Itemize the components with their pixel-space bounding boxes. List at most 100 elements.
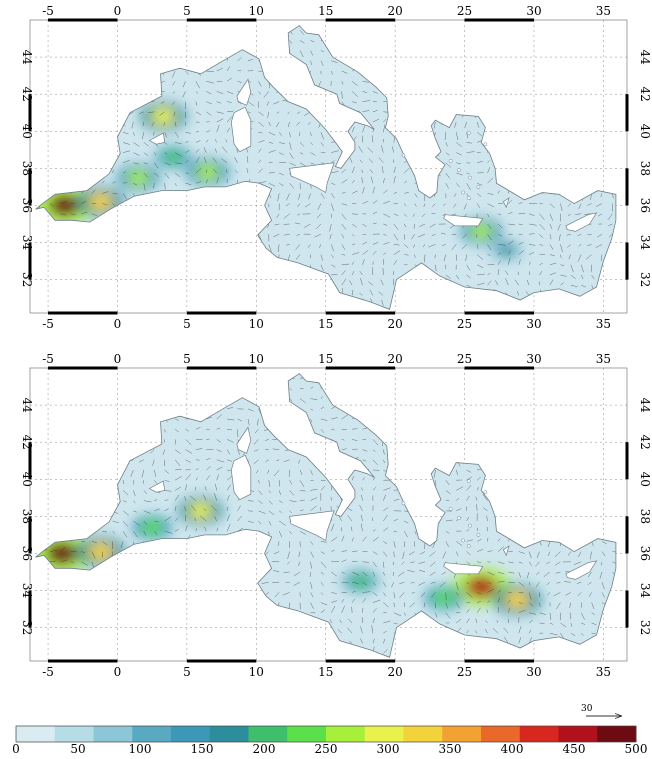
current-arrow: [119, 592, 123, 595]
current-arrow: [132, 81, 134, 85]
current-arrow: [150, 244, 154, 245]
current-arrow: [81, 382, 85, 389]
current-arrow: [425, 643, 428, 648]
current-arrow: [550, 654, 555, 659]
current-arrow: [113, 234, 114, 240]
current-arrow: [546, 450, 550, 452]
current-arrow: [507, 302, 508, 306]
current-arrow: [68, 376, 71, 378]
lon-tick-label-bottom: 25: [457, 317, 472, 331]
current-arrow: [175, 385, 176, 388]
current-arrow: [120, 429, 124, 431]
current-arrow: [173, 244, 175, 249]
current-arrow: [50, 428, 53, 429]
current-arrow: [318, 91, 321, 96]
current-arrow: [612, 611, 616, 613]
current-arrow: [40, 611, 43, 613]
current-arrow: [425, 511, 431, 516]
current-arrow: [248, 290, 249, 295]
current-arrow: [123, 633, 128, 638]
current-arrow: [61, 437, 68, 439]
lat-tick-label-left: 40: [20, 472, 34, 487]
current-arrow: [362, 36, 363, 40]
current-arrow: [300, 613, 301, 616]
current-arrow: [373, 383, 375, 388]
current-arrow: [592, 183, 593, 187]
current-arrow: [40, 29, 43, 31]
current-arrow: [133, 654, 137, 660]
current-arrow: [133, 643, 136, 648]
current-arrow: [144, 623, 146, 626]
current-arrow: [410, 439, 414, 440]
lat-tick-label-left: 42: [20, 87, 34, 102]
current-arrow: [59, 36, 60, 40]
current-arrow: [123, 623, 126, 626]
current-arrow: [102, 603, 104, 608]
current-arrow: [193, 384, 196, 388]
current-arrow: [550, 521, 558, 522]
current-arrow: [352, 146, 353, 153]
lat-tick-label-left: 42: [20, 435, 34, 450]
current-arrow: [435, 30, 442, 32]
current-arrow: [165, 409, 169, 411]
current-arrow: [467, 306, 472, 310]
current-arrow: [592, 295, 595, 297]
current-arrow: [373, 429, 376, 431]
current-arrow: [165, 306, 167, 309]
current-arrow: [196, 599, 198, 602]
current-arrow: [550, 399, 553, 404]
current-arrow: [139, 81, 144, 84]
current-arrow: [92, 651, 97, 653]
current-arrow: [383, 429, 384, 433]
current-arrow: [342, 405, 343, 409]
current-arrow: [234, 280, 238, 285]
current-arrow: [71, 450, 76, 452]
current-arrow: [133, 275, 138, 279]
current-arrow: [217, 44, 218, 51]
current-arrow: [425, 633, 430, 636]
current-arrow: [154, 654, 160, 657]
current-arrow: [186, 244, 187, 248]
current-arrow: [258, 623, 263, 626]
current-arrow: [456, 419, 460, 424]
current-arrow: [50, 477, 52, 481]
current-arrow: [581, 378, 588, 380]
current-arrow: [61, 91, 66, 93]
current-arrow: [102, 272, 103, 275]
current-arrow: [227, 540, 232, 542]
current-arrow: [577, 460, 581, 461]
current-arrow: [586, 439, 591, 442]
current-arrow: [508, 439, 511, 440]
current-arrow: [505, 149, 508, 153]
current-arrow: [264, 419, 269, 424]
current-arrow: [81, 429, 85, 430]
current-arrow: [435, 51, 437, 56]
current-arrow: [329, 102, 332, 109]
current-arrow: [560, 378, 565, 380]
current-arrow: [175, 611, 179, 613]
current-arrow: [57, 484, 60, 491]
current-arrow: [612, 602, 617, 603]
current-arrow: [50, 255, 55, 258]
current-arrow: [92, 68, 95, 71]
current-arrow: [186, 582, 192, 584]
current-arrow: [363, 391, 364, 399]
current-arrow: [560, 61, 566, 63]
current-arrow: [110, 450, 112, 452]
current-arrow: [61, 582, 69, 584]
current-arrow: [238, 396, 241, 399]
current-arrow: [456, 61, 458, 68]
current-arrow: [373, 68, 380, 71]
current-arrow: [186, 303, 192, 305]
current-arrow: [248, 399, 254, 400]
current-arrow: [92, 244, 99, 245]
current-arrow: [248, 623, 254, 625]
current-arrow: [79, 23, 82, 30]
lon-tick-label-bottom: 15: [318, 665, 333, 679]
current-arrow: [163, 572, 165, 578]
current-arrow: [67, 36, 71, 41]
speed-hotspot: [434, 591, 454, 605]
current-arrow: [394, 128, 400, 132]
current-arrow: [175, 295, 182, 298]
current-arrow: [50, 122, 56, 124]
